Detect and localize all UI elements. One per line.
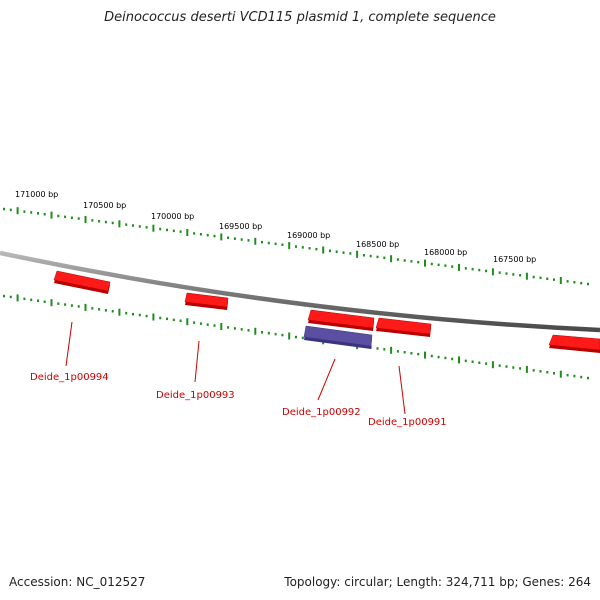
gene-block[interactable]: [307, 309, 375, 329]
position-label: 170000 bp: [151, 212, 194, 221]
gene-block[interactable]: [53, 270, 111, 292]
gene-label[interactable]: Deide_1p00991: [368, 417, 447, 428]
position-label: 169000 bp: [287, 231, 330, 240]
inner-tick-track: [3, 294, 589, 380]
gene-block[interactable]: [375, 317, 432, 335]
gene-block[interactable]: [184, 292, 229, 308]
gene-block[interactable]: [303, 325, 373, 347]
gene-label[interactable]: Deide_1p00993: [156, 390, 235, 401]
position-labels: 171000 bp 170500 bp 170000 bp 169500 bp 1690…: [15, 190, 536, 264]
outer-tick-track: [3, 207, 589, 286]
gene-label-leader: [194, 340, 200, 383]
accession-text: Accession: NC_012527: [9, 575, 146, 589]
gene-label-leaders: [65, 321, 406, 415]
position-label: 171000 bp: [15, 190, 58, 199]
position-label: 169500 bp: [219, 222, 262, 231]
position-label: 168500 bp: [356, 240, 399, 249]
gene-labels: Deide_1p00994 Deide_1p00993 Deide_1p00992 D…: [30, 372, 447, 428]
map-title: Deinococcus deserti VCD115 plasmid 1, co…: [104, 10, 496, 25]
gene-label[interactable]: Deide_1p00994: [30, 372, 109, 383]
position-label: 168000 bp: [424, 248, 467, 257]
topology-summary: Topology: circular; Length: 324,711 bp; …: [284, 575, 591, 589]
position-label: 170500 bp: [83, 201, 126, 210]
gene-label[interactable]: Deide_1p00992: [282, 407, 361, 418]
gene-label-leader: [398, 365, 406, 415]
gene-block[interactable]: [548, 334, 600, 351]
position-label: 167500 bp: [493, 255, 536, 264]
gene-features: [53, 270, 600, 353]
gene-label-leader: [65, 321, 73, 367]
gene-label-leader: [317, 358, 336, 401]
plasmid-backbone: [0, 250, 600, 333]
